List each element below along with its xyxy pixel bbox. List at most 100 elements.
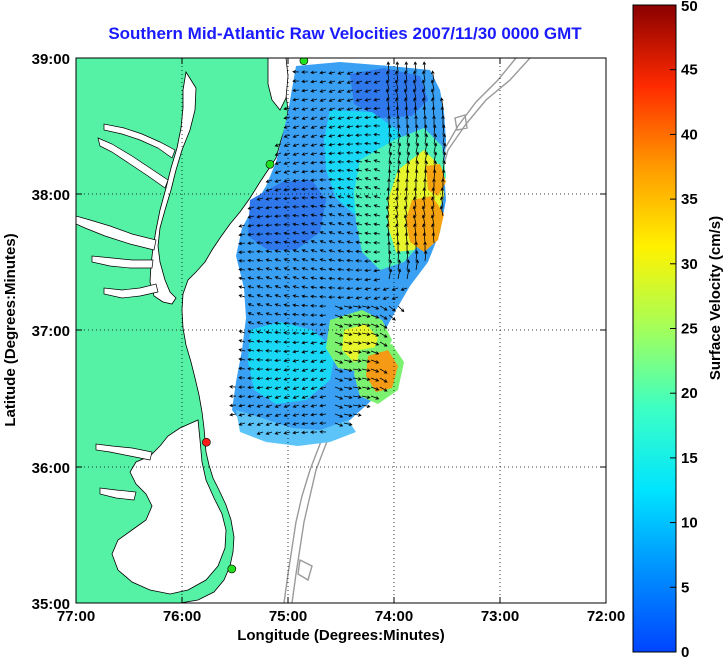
velocity-vector	[364, 106, 372, 111]
velocity-vector	[395, 70, 399, 82]
velocity-vector	[247, 394, 255, 399]
velocity-vector	[404, 196, 408, 208]
velocity-vector	[247, 339, 255, 343]
velocity-vector	[292, 70, 300, 74]
velocity-vector	[373, 195, 381, 199]
velocity-vector	[423, 178, 427, 190]
velocity-vector	[405, 178, 409, 190]
velocity-vector	[421, 205, 426, 217]
velocity-vector	[334, 332, 344, 337]
velocity-vector	[442, 151, 447, 163]
velocity-vector	[328, 134, 336, 138]
velocity-vector	[346, 107, 354, 111]
velocity-vector	[238, 267, 246, 272]
velocity-vector	[274, 330, 282, 335]
velocity-vector	[337, 125, 345, 129]
velocity-vector	[283, 340, 291, 344]
velocity-vector	[355, 296, 363, 300]
velocity-vector	[352, 368, 362, 372]
velocity-vector	[364, 259, 372, 263]
velocity-vector	[421, 79, 426, 91]
velocity-vector	[352, 377, 362, 381]
velocity-vector	[283, 116, 291, 120]
velocity-vector	[346, 124, 354, 129]
velocity-vector	[355, 150, 363, 155]
velocity-vector	[364, 296, 372, 300]
velocity-vector	[256, 312, 264, 316]
velocity-vector	[346, 98, 354, 102]
velocity-vector	[337, 258, 345, 263]
velocity-vector	[379, 341, 388, 347]
velocity-vector	[386, 61, 391, 73]
velocity-vector	[406, 259, 410, 271]
velocity-vector	[301, 213, 309, 218]
velocity-vector	[247, 258, 255, 263]
velocity-vector	[274, 431, 282, 435]
velocity-vector	[414, 115, 418, 127]
velocity-vector	[355, 168, 363, 172]
velocity-vector	[373, 241, 381, 245]
velocity-vector	[422, 97, 426, 109]
velocity-vector	[301, 267, 309, 271]
velocity-vector	[432, 169, 437, 181]
velocity-vector	[370, 350, 380, 355]
velocity-vector	[364, 150, 372, 155]
velocity-vector	[337, 98, 345, 102]
colorbar-tick-label: 15	[681, 450, 698, 467]
velocity-vector	[422, 70, 426, 82]
velocity-vector	[404, 187, 409, 199]
colorbar-tick-label: 25	[681, 321, 698, 338]
velocity-vector	[319, 195, 327, 200]
velocity-vector	[319, 332, 327, 336]
velocity-vector	[265, 349, 273, 353]
velocity-vector	[370, 395, 380, 400]
velocity-vector	[265, 413, 273, 417]
velocity-vector	[238, 241, 246, 246]
velocity-vector	[361, 377, 371, 381]
velocity-vector	[238, 330, 246, 334]
velocity-vector	[373, 115, 381, 119]
velocity-vector	[379, 332, 388, 338]
velocity-vector	[229, 385, 237, 389]
velocity-vector	[310, 125, 318, 129]
velocity-vector	[337, 249, 345, 253]
velocity-vector	[396, 241, 400, 253]
velocity-vector	[247, 422, 255, 426]
colorbar-tick-labels: 0 5 10 15 20 25 30 35 40 45 50	[681, 0, 698, 659]
velocity-vector	[343, 350, 353, 355]
velocity-vector	[361, 395, 371, 399]
velocity-vector	[361, 386, 371, 390]
colorbar-label: Surface Velocity (cm/s)	[707, 216, 724, 380]
velocity-vector	[422, 232, 427, 244]
velocity-vector	[292, 205, 300, 209]
velocity-vector	[370, 314, 380, 319]
colorbar-tick-label: 45	[681, 62, 698, 79]
velocity-vector	[405, 169, 410, 181]
velocity-vector	[352, 350, 362, 354]
velocity-vector	[319, 125, 327, 129]
velocity-vector	[414, 241, 418, 253]
velocity-vector	[283, 106, 291, 111]
x-tick-label: 72:00	[587, 608, 625, 625]
velocity-vector	[292, 213, 300, 218]
velocity-vector	[328, 107, 336, 111]
colorbar-tick-label: 50	[681, 0, 698, 15]
velocity-vector	[274, 267, 282, 271]
velocity-vector	[292, 312, 300, 317]
velocity-vector	[283, 170, 291, 174]
velocity-vector	[395, 97, 399, 109]
velocity-vector	[310, 70, 318, 75]
velocity-vector	[310, 359, 318, 363]
velocity-vector	[238, 285, 246, 289]
velocity-vector	[370, 332, 380, 337]
velocity-vector	[256, 348, 264, 353]
velocity-vector	[400, 287, 408, 291]
colorbar-tick-label: 30	[681, 256, 698, 273]
velocity-vector	[319, 213, 327, 217]
velocity-vector	[355, 142, 363, 146]
velocity-vector	[370, 377, 380, 382]
colorbar-tick-label: 20	[681, 385, 698, 402]
velocity-vector	[441, 124, 446, 136]
velocity-vector	[301, 359, 309, 363]
velocity-region-orange	[366, 350, 398, 392]
